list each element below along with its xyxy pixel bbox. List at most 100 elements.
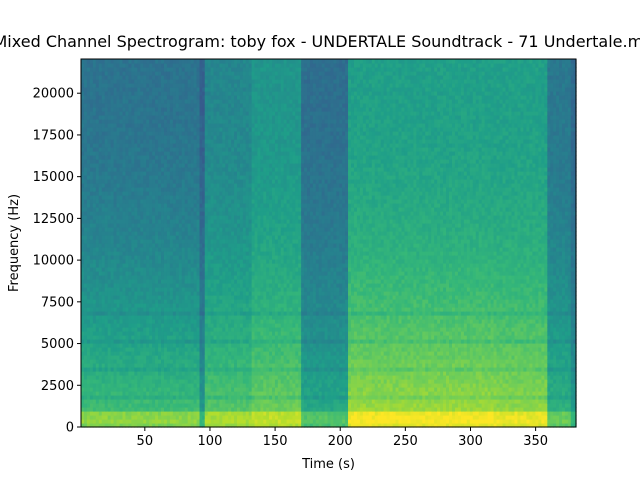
heatmap-cell [101,251,106,256]
heatmap-cell [122,191,127,196]
heatmap-cell [122,327,127,332]
heatmap-cell [107,171,112,176]
heatmap-cell [110,343,115,348]
heatmap-cell [110,179,115,184]
heatmap-cell [113,203,118,208]
heatmap-cell [95,327,100,332]
heatmap-cell [113,155,118,160]
heatmap-cell [107,211,112,216]
heatmap-cell [86,215,91,220]
heatmap-cell [113,143,118,148]
heatmap-cell [89,391,94,396]
heatmap-cell [86,239,91,244]
heatmap-cell [98,175,103,180]
heatmap-cell [81,203,85,208]
heatmap-cell [86,107,91,112]
heatmap-cell [89,75,94,80]
heatmap-cell [89,263,94,268]
heatmap-cell [86,371,91,376]
heatmap-cell [92,151,97,156]
heatmap-cell [119,255,124,260]
heatmap-cell [113,103,118,108]
heatmap-cell [104,283,109,288]
heatmap-cell [81,351,85,356]
heatmap-cell [116,331,121,336]
heatmap-cell [104,303,109,308]
heatmap-cell [101,175,106,180]
heatmap-cell [101,239,106,244]
heatmap-cell [113,159,118,164]
heatmap-cell [92,95,97,100]
heatmap-cell [110,79,115,84]
heatmap-cell [104,267,109,272]
heatmap-cell [86,227,91,232]
heatmap-cell [113,191,118,196]
heatmap-cell [104,367,109,372]
heatmap-cell [83,171,88,176]
heatmap-cell [83,315,88,320]
heatmap-cell [86,211,91,216]
heatmap-cell [116,263,121,268]
heatmap-cell [92,135,97,140]
heatmap-cell [116,79,121,84]
heatmap-cell [119,175,124,180]
heatmap-cell [113,87,118,92]
heatmap-cell [95,411,100,416]
heatmap-cell [98,367,103,372]
heatmap-cell [107,391,112,396]
heatmap-cell [101,211,106,216]
heatmap-cell [86,59,91,64]
heatmap-cell [116,167,121,172]
heatmap-cell [101,139,106,144]
heatmap-cell [110,255,115,260]
heatmap-cell [89,351,94,356]
heatmap-cell [113,195,118,200]
heatmap-cell [92,231,97,236]
heatmap-cell [113,207,118,212]
heatmap-cell [113,299,118,304]
heatmap-cell [122,367,127,372]
heatmap-cell [95,79,100,84]
heatmap-cell [116,371,121,376]
heatmap-cell [122,151,127,156]
heatmap-cell [101,283,106,288]
heatmap-cell [113,275,118,280]
heatmap-cell [92,91,97,96]
heatmap-cell [81,423,85,428]
heatmap-cell [104,67,109,72]
heatmap-cell [116,239,121,244]
heatmap-cell [101,119,106,124]
heatmap-cell [89,127,94,132]
heatmap-cell [110,119,115,124]
heatmap-cell [113,395,118,400]
heatmap-cell [104,79,109,84]
heatmap-cell [98,239,103,244]
heatmap-cell [101,191,106,196]
heatmap-cell [116,131,121,136]
heatmap-cell [119,275,124,280]
heatmap-cell [119,303,124,308]
heatmap-cell [104,327,109,332]
heatmap-cell [104,215,109,220]
heatmap-cell [81,191,85,196]
heatmap-cell [122,179,127,184]
heatmap-cell [113,283,118,288]
heatmap-cell [116,251,121,256]
heatmap-cell [83,183,88,188]
heatmap-cell [98,203,103,208]
heatmap-cell [98,307,103,312]
heatmap-cell [83,387,88,392]
heatmap-cell [92,59,97,64]
heatmap-cell [122,243,127,248]
heatmap-cell [83,423,88,428]
heatmap-cell [89,183,94,188]
heatmap-cell [113,83,118,88]
heatmap-cell [113,71,118,76]
heatmap-cell [116,171,121,176]
heatmap-cell [83,407,88,412]
heatmap-cell [83,399,88,404]
heatmap-cell [89,371,94,376]
heatmap-cell [81,387,85,392]
heatmap-cell [110,335,115,340]
heatmap-cell [92,155,97,160]
